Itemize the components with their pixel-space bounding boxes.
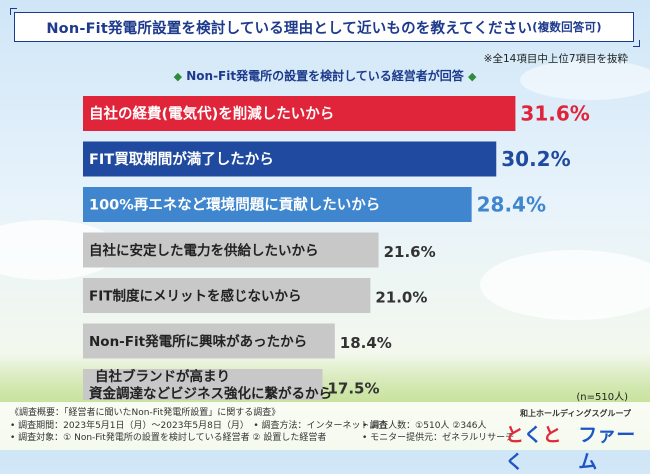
cloud-decoration bbox=[520, 60, 650, 100]
cloud-decoration bbox=[480, 250, 650, 320]
bar bbox=[83, 232, 379, 268]
footer-provider: • モニター提供元：ゼネラルリサーチ bbox=[362, 433, 515, 443]
bar-value-label: 21.0% bbox=[375, 289, 427, 307]
bar bbox=[83, 96, 516, 131]
survey-footer: 《調査概要：「経営者に聞いたNon-Fit発電所設置」に関する調査》 • 調査期… bbox=[10, 407, 514, 445]
logo-mark: とくとく bbox=[505, 424, 561, 473]
bar-group: 自社の経費(電気代)を削減したいから 31.6% bbox=[83, 96, 590, 131]
selection-note: ※全14項目中上位7項目を抜粋 bbox=[483, 53, 628, 65]
diamond-icon: ◆ bbox=[173, 70, 183, 83]
footer-target: • 調査対象：① Non-Fit発電所の設置を検討している経営者 ② 設置した経… bbox=[10, 433, 327, 443]
bar-category-label: FIT制度にメリットを感じないから bbox=[89, 287, 301, 304]
logo-name: ファーム bbox=[578, 424, 636, 473]
chart-title-note: (複数回答可) bbox=[532, 20, 602, 34]
bar bbox=[83, 141, 497, 177]
bar-group: FIT制度にメリットを感じないから 21.0% bbox=[83, 278, 427, 313]
bar-category-label: 自社の経費(電気代)を削減したいから bbox=[89, 105, 334, 123]
bar-group: 100%再エネなど環境問題に貢献したいから 28.4% bbox=[83, 187, 546, 222]
diamond-icon: ◆ bbox=[467, 70, 477, 83]
chart-title-main: Non-Fit発電所設置を検討している理由として近いものを教えてください bbox=[46, 20, 533, 37]
footer-survey-title: 《調査概要：「経営者に聞いたNon-Fit発電所設置」に関する調査》 bbox=[10, 408, 281, 418]
bar-group: 自社に安定した電力を供給したいから 21.6% bbox=[83, 232, 436, 268]
footer-count: • 調査人数：①510人 ②346人 bbox=[362, 420, 487, 431]
bar-chart: 自社の経費(電気代)を削減したいから 31.6% FIT買取期間が満了したから 30.… bbox=[83, 96, 590, 400]
bar-group: Non-Fit発電所に興味があったから 18.4% bbox=[83, 323, 392, 359]
title-corner-mark bbox=[633, 40, 640, 47]
title-corner-mark bbox=[10, 8, 17, 15]
bar-category-label: 自社に安定した電力を供給したいから bbox=[89, 242, 319, 259]
bar bbox=[83, 187, 472, 222]
bar-value-label: 21.6% bbox=[384, 243, 436, 261]
sample-size-label: (n=510人) bbox=[576, 392, 628, 403]
footer-period-method: • 調査期間：2023年5月1日（月）～2023年5月8日（月） • 調査方法：… bbox=[10, 420, 388, 431]
group-name: 和上ホールディングスグループ bbox=[520, 409, 631, 418]
bar-value-label: 18.4% bbox=[340, 334, 392, 352]
bar bbox=[83, 323, 335, 359]
bar-value-label: 31.6% bbox=[520, 102, 589, 126]
bar bbox=[83, 369, 323, 400]
subheading-text: Non-Fit発電所の設置を検討している経営者が回答 bbox=[186, 69, 464, 83]
bar-group: FIT買取期間が満了したから 30.2% bbox=[83, 141, 571, 177]
bar-value-label: 17.5% bbox=[327, 380, 379, 398]
footer-background bbox=[0, 402, 650, 450]
bar-value-label: 28.4% bbox=[477, 193, 546, 217]
company-logo: とくとく ファーム bbox=[505, 420, 650, 474]
chart-title: Non-Fit発電所設置を検討している理由として近いものを教えてください (複数回… bbox=[14, 12, 634, 42]
bar-category-label: 100%再エネなど環境問題に貢献したいから bbox=[89, 196, 380, 214]
bar-category-label: Non-Fit発電所に興味があったから bbox=[89, 333, 307, 350]
bar-category-label: 自社ブランドが高まり資金調達などビジネス強化に繋がるから bbox=[89, 368, 332, 400]
bar-category-label: FIT買取期間が満了したから bbox=[89, 150, 274, 168]
bar bbox=[83, 278, 371, 313]
bar-value-label: 30.2% bbox=[501, 147, 570, 171]
respondent-subheading: ◆ Non-Fit発電所の設置を検討している経営者が回答 ◆ bbox=[0, 67, 650, 84]
